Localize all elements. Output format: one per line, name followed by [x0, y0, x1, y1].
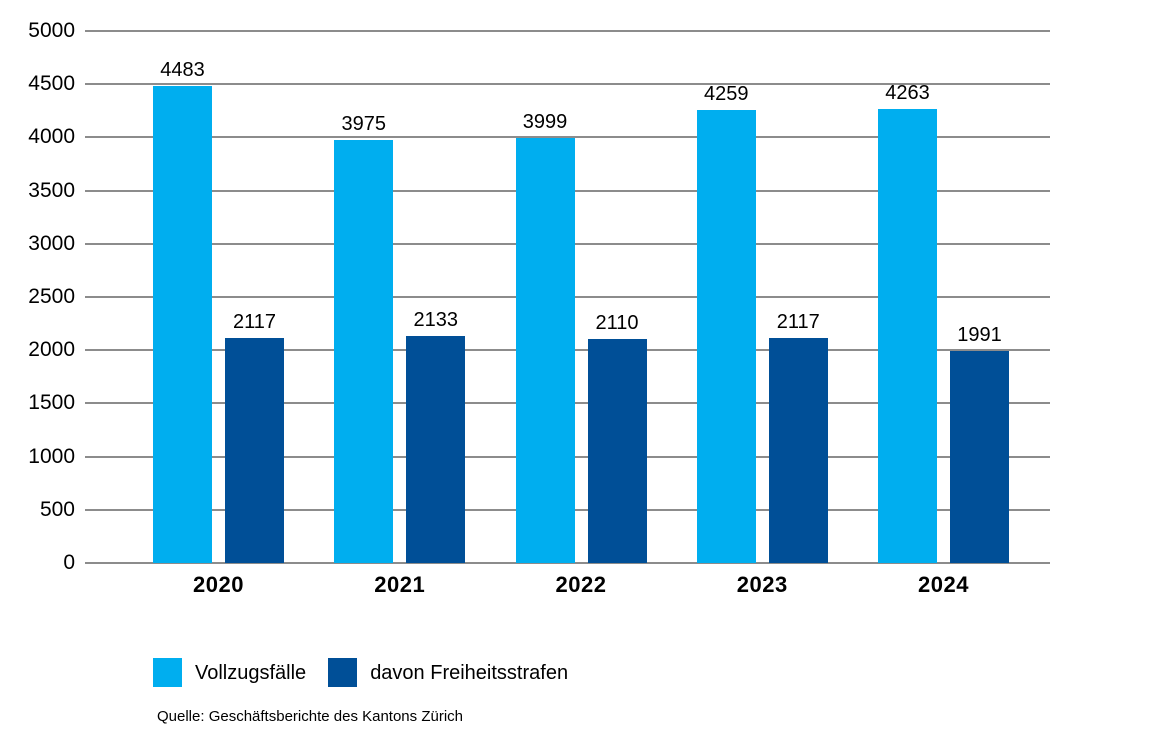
- y-tick-label: 2000: [28, 338, 75, 362]
- bar-2020-series-1: [153, 86, 212, 563]
- gridline: [85, 30, 1050, 32]
- legend-swatch: [328, 658, 358, 687]
- gridline: [85, 562, 1050, 564]
- x-tick-label: 2020: [193, 572, 244, 597]
- bar-2022-series-1: [515, 137, 575, 563]
- legend-item: Vollzugsfälle: [153, 658, 306, 687]
- legend-swatch: [153, 658, 182, 687]
- bar-value-label: 2133: [413, 309, 459, 332]
- y-tick-label: 1500: [28, 391, 75, 415]
- bar-2022-series-2: [587, 338, 647, 563]
- x-tick-label: 2022: [555, 572, 607, 597]
- bar-value-label: 3975: [341, 113, 387, 136]
- bar-value-label: 4259: [704, 82, 749, 105]
- bar-2023-series-1: [696, 109, 756, 563]
- gridline: [85, 136, 1050, 139]
- y-tick-label: 5000: [28, 19, 75, 42]
- y-tick-label: 2500: [28, 285, 75, 308]
- y-tick-label: 4000: [28, 125, 75, 149]
- bar-value-label: 2117: [232, 310, 277, 333]
- x-axis: 2020 2021 2022 2023 2024: [0, 573, 1152, 603]
- x-tick-label: 2021: [374, 572, 426, 597]
- bar-2024-series-1: [878, 109, 937, 563]
- legend-label: Vollzugsfälle: [195, 661, 307, 684]
- bar-2024-series-2: [950, 351, 1009, 563]
- y-tick-label: 4500: [28, 72, 75, 96]
- y-tick-label: 3000: [28, 231, 75, 255]
- plot-area: 4483 2117 3975 2133 3999 2110 4259 2117 4263 1991: [85, 30, 1050, 564]
- legend-item: davon Freiheitsstrafen: [328, 658, 568, 687]
- gridline: [85, 83, 1050, 86]
- legend-label: davon Freiheitsstrafen: [370, 661, 569, 684]
- y-tick-label: 500: [39, 497, 75, 521]
- bar-value-label: 4263: [885, 82, 930, 105]
- source-note: Quelle: Geschäftsberichte des Kantons Zü…: [157, 708, 463, 725]
- y-tick-label: 0: [63, 551, 75, 574]
- bar-value-label: 1991: [957, 324, 1002, 347]
- bar-value-label: 2117: [776, 310, 820, 333]
- bar-2023-series-2: [768, 337, 828, 563]
- bar-value-label: 3999: [522, 110, 568, 133]
- x-tick-label: 2024: [918, 572, 969, 597]
- y-tick-label: 1000: [28, 444, 75, 468]
- bar-2021-series-1: [334, 140, 394, 563]
- y-tick-label: 3500: [28, 178, 75, 202]
- x-tick-label: 2023: [736, 572, 788, 597]
- bar-value-label: 2110: [595, 311, 639, 334]
- bar-value-label: 4483: [160, 59, 205, 82]
- bar-2021-series-2: [406, 336, 466, 563]
- legend: Vollzugsfälle davon Freiheitsstrafen: [153, 658, 568, 687]
- bar-2020-series-2: [225, 337, 284, 563]
